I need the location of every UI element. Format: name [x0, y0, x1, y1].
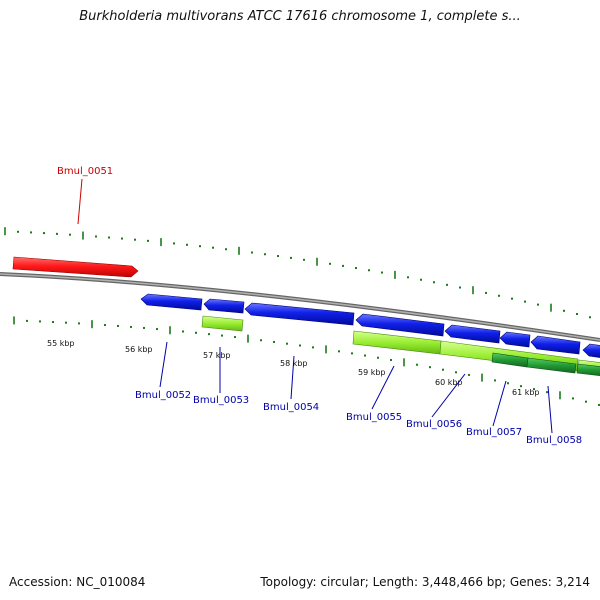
leader-bmul-0057 [492, 380, 507, 427]
leader-bmul-0056 [431, 373, 466, 418]
gene-label-bmul-0056[interactable]: Bmul_0056 [406, 419, 462, 430]
gene-label-bmul-0054[interactable]: Bmul_0054 [263, 402, 319, 413]
gene-label-bmul-0053[interactable]: Bmul_0053 [193, 395, 249, 406]
genome-stats-text: Topology: circular; Length: 3,448,466 bp… [260, 575, 590, 589]
gene-bmul-0058[interactable] [530, 335, 581, 355]
chromosome-backbone [0, 272, 600, 342]
feature-dark-green-2[interactable] [526, 357, 577, 374]
leader-bmul-0054 [290, 355, 295, 400]
sequence-title: Burkholderia multivorans ATCC 17616 chro… [79, 9, 521, 24]
gene-bmul-0054[interactable] [244, 302, 355, 326]
scale-label-60kbp: 60 kbp [435, 378, 463, 387]
gene-label-bmul-0055[interactable]: Bmul_0055 [346, 412, 402, 423]
feature-light-green-2[interactable] [352, 330, 442, 355]
gene-bmul-0053[interactable] [203, 298, 245, 314]
feature-dark-green-3[interactable] [576, 363, 600, 376]
label-leader-lines [77, 178, 553, 434]
gene-bmul-0051[interactable] [12, 256, 139, 278]
gene-label-bmul-0051[interactable]: Bmul_0051 [57, 166, 113, 177]
scale-label-61kbp: 61 kbp [512, 388, 540, 397]
gene-bmul-0052[interactable] [140, 293, 203, 311]
scale-label-57kbp: 57 kbp [203, 351, 231, 360]
leader-bmul-0058 [547, 385, 553, 434]
gene-bmul-0055[interactable] [355, 313, 445, 337]
chromosome-backbone-highlight [0, 273, 600, 341]
scale-label-55kbp: 55 kbp [47, 339, 75, 348]
gene-bmul-0059[interactable] [582, 343, 600, 358]
leader-bmul-0055 [371, 365, 395, 410]
scale-label-56kbp: 56 kbp [125, 345, 153, 354]
gene-label-bmul-0052[interactable]: Bmul_0052 [135, 390, 191, 401]
scale-label-59kbp: 59 kbp [358, 368, 386, 377]
lower-tick-row [13, 316, 600, 406]
feature-light-green-1[interactable] [201, 315, 244, 332]
gene-label-bmul-0058[interactable]: Bmul_0058 [526, 435, 582, 446]
leader-bmul-0052 [159, 341, 168, 388]
gene-label-bmul-0057[interactable]: Bmul_0057 [466, 427, 522, 438]
gene-bmul-0057[interactable] [499, 331, 531, 348]
leader-bmul-0051 [77, 178, 83, 225]
gene-bmul-0056[interactable] [444, 324, 501, 344]
upper-tick-row [4, 227, 591, 319]
accession-text: Accession: NC_010084 [9, 575, 146, 589]
